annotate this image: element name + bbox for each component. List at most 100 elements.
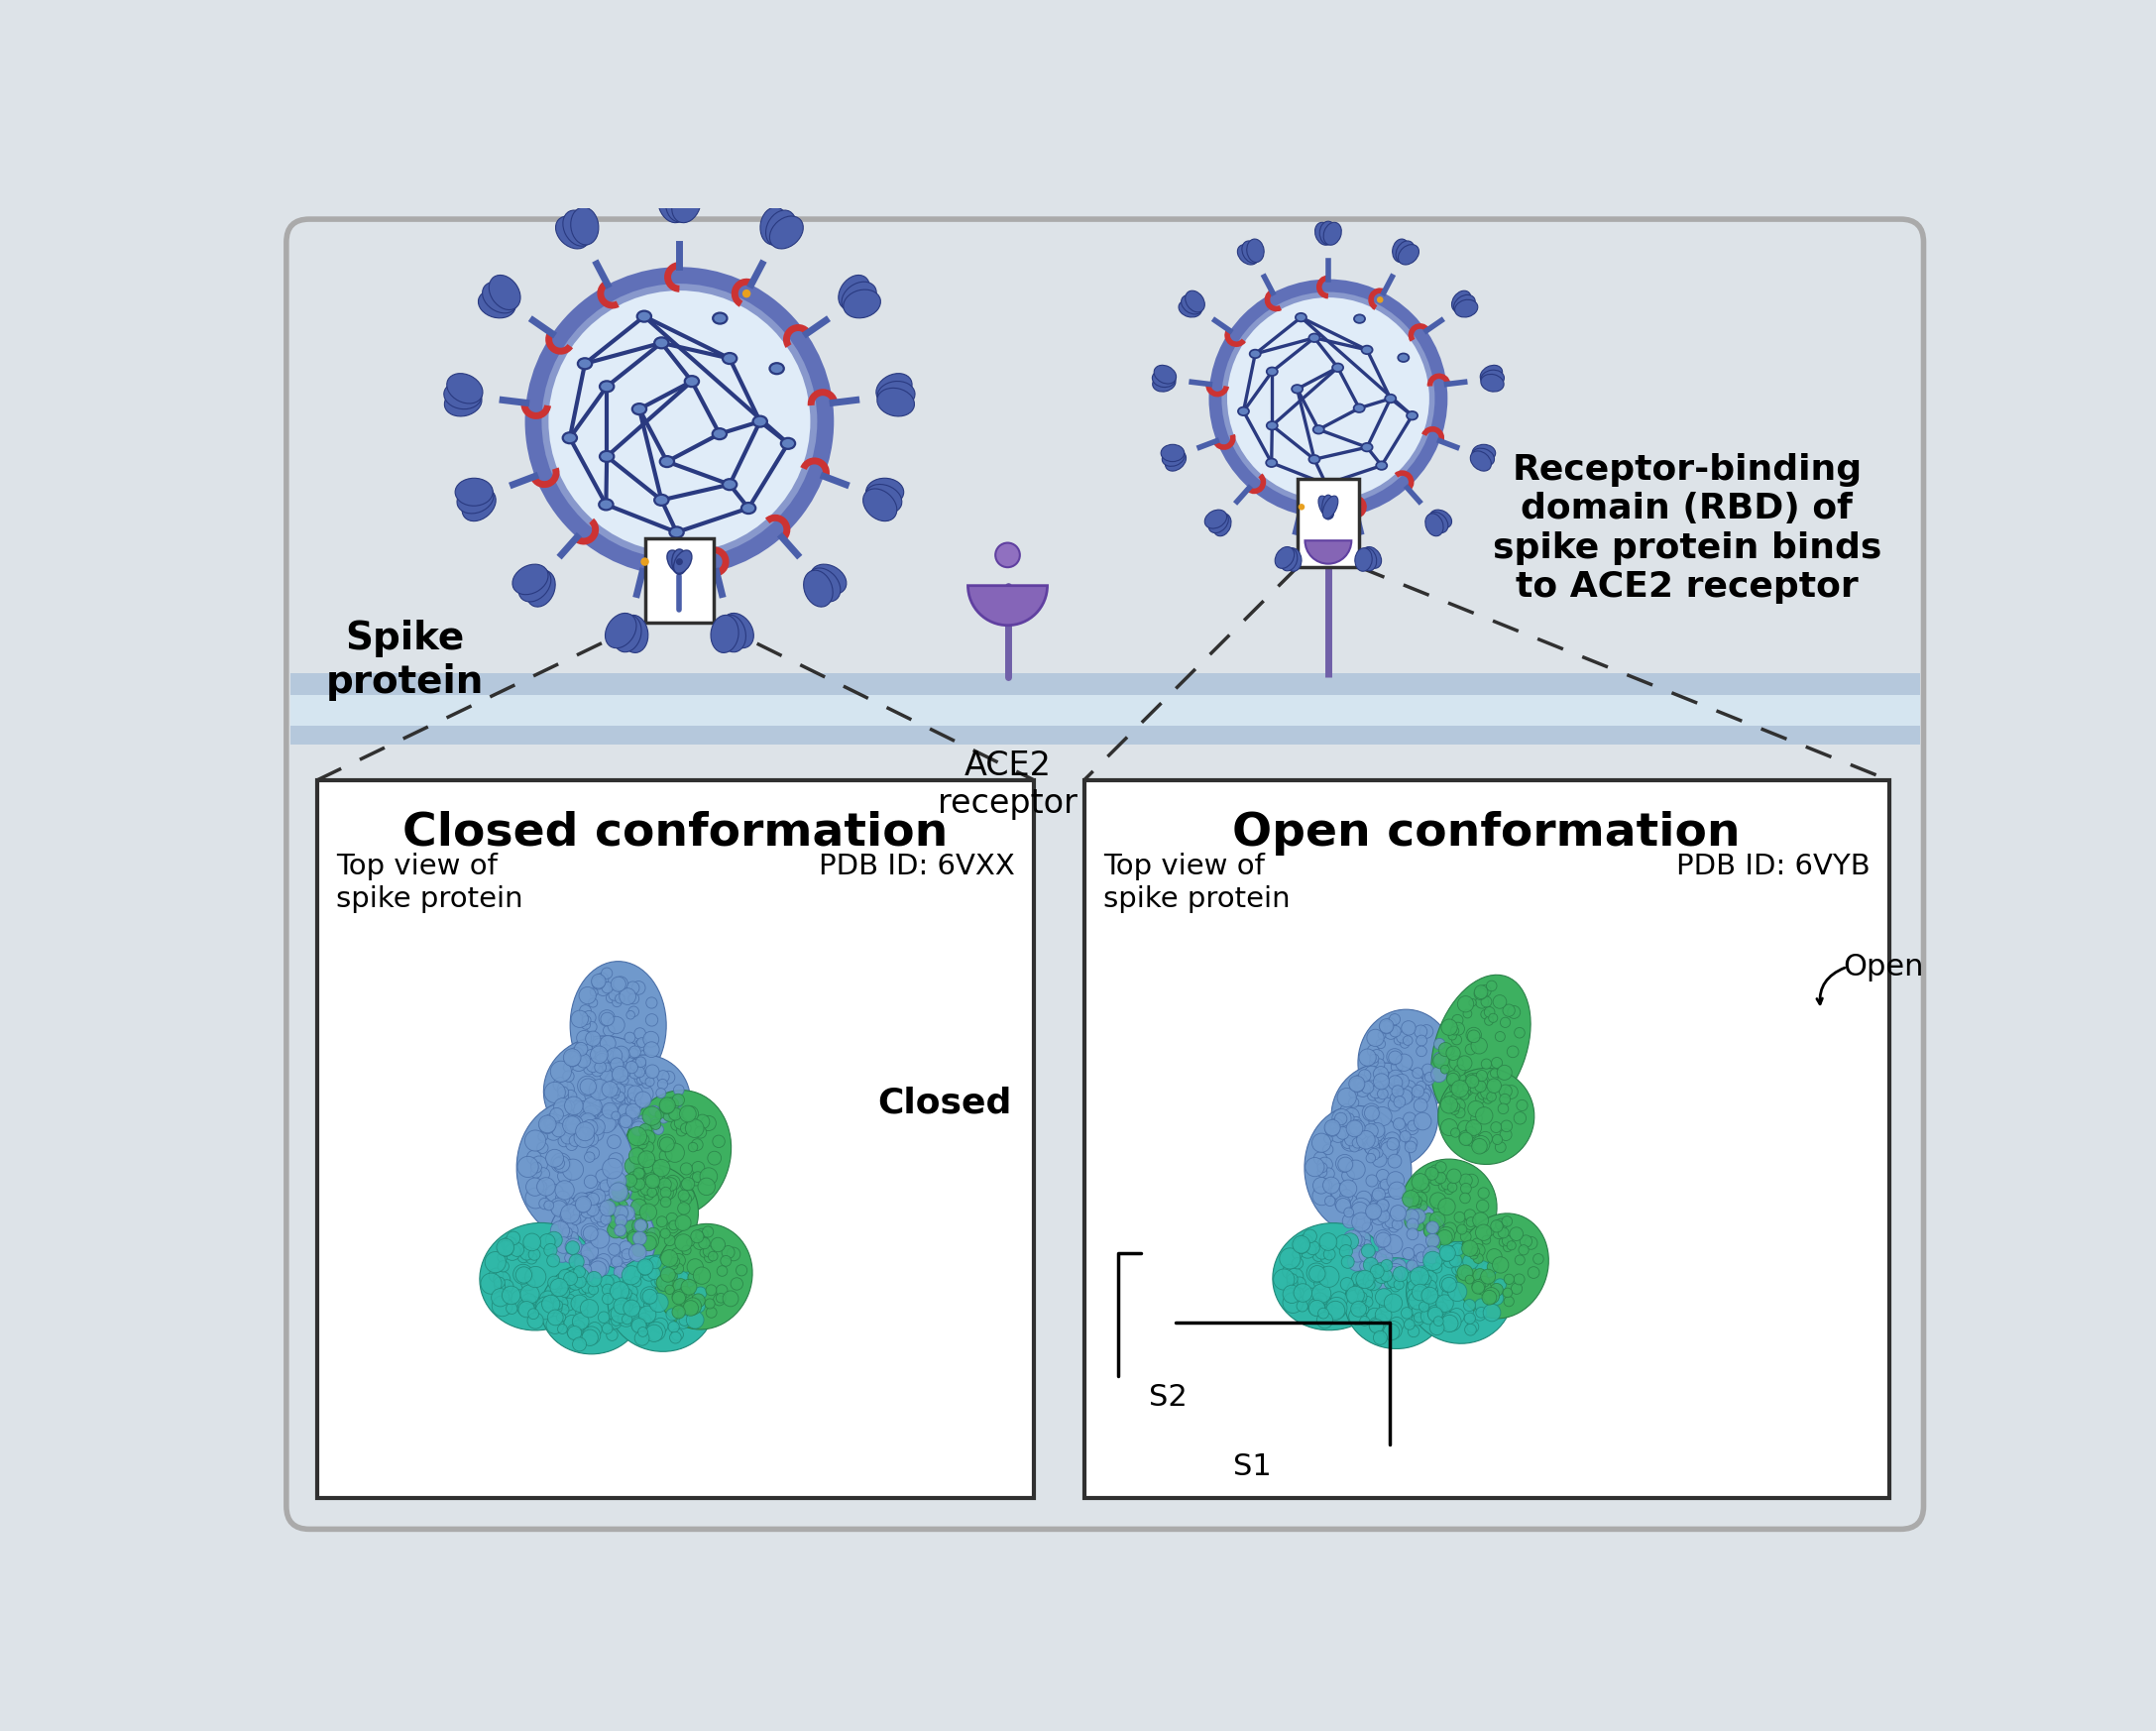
Circle shape xyxy=(591,1193,602,1205)
Circle shape xyxy=(1488,1092,1496,1101)
Circle shape xyxy=(627,1006,638,1016)
Circle shape xyxy=(1367,1153,1376,1163)
Circle shape xyxy=(1363,1103,1380,1122)
Circle shape xyxy=(1388,1317,1404,1331)
Circle shape xyxy=(1490,1068,1498,1078)
Circle shape xyxy=(558,1269,573,1283)
Circle shape xyxy=(1352,1302,1367,1317)
Circle shape xyxy=(1391,1094,1399,1103)
Circle shape xyxy=(1388,1182,1406,1200)
Circle shape xyxy=(1309,1265,1326,1283)
Circle shape xyxy=(1501,1120,1511,1132)
Circle shape xyxy=(632,1122,647,1136)
Circle shape xyxy=(595,1052,608,1066)
Circle shape xyxy=(1468,1080,1483,1094)
Circle shape xyxy=(565,1115,584,1134)
Circle shape xyxy=(580,1300,599,1317)
Ellipse shape xyxy=(1238,244,1259,265)
Text: Closed conformation: Closed conformation xyxy=(403,810,949,855)
Circle shape xyxy=(554,1106,573,1127)
Circle shape xyxy=(1345,1286,1365,1303)
Circle shape xyxy=(1315,1246,1328,1258)
Circle shape xyxy=(1382,1084,1397,1097)
Circle shape xyxy=(1360,1239,1371,1252)
Circle shape xyxy=(1414,1099,1427,1113)
Circle shape xyxy=(1376,1092,1384,1103)
Circle shape xyxy=(1479,1276,1490,1288)
Circle shape xyxy=(681,1177,694,1191)
Circle shape xyxy=(627,1092,638,1104)
Circle shape xyxy=(1524,1236,1537,1250)
Circle shape xyxy=(619,1103,630,1115)
Circle shape xyxy=(610,1316,621,1326)
Circle shape xyxy=(573,1265,584,1277)
Circle shape xyxy=(582,1224,599,1241)
Circle shape xyxy=(589,1118,606,1136)
Ellipse shape xyxy=(612,615,640,653)
Circle shape xyxy=(1376,1265,1384,1274)
Circle shape xyxy=(565,1241,580,1255)
Circle shape xyxy=(550,1220,569,1239)
Circle shape xyxy=(632,1058,642,1068)
Circle shape xyxy=(1468,1030,1479,1042)
Circle shape xyxy=(1457,1056,1473,1070)
Circle shape xyxy=(1498,1103,1509,1115)
Circle shape xyxy=(1339,1245,1352,1258)
Circle shape xyxy=(498,1241,513,1257)
Circle shape xyxy=(630,1066,642,1078)
Circle shape xyxy=(1371,1203,1384,1217)
Circle shape xyxy=(582,1329,597,1345)
Circle shape xyxy=(649,1293,668,1312)
Circle shape xyxy=(608,1222,623,1238)
Circle shape xyxy=(1440,1245,1455,1262)
Circle shape xyxy=(554,1077,567,1092)
Ellipse shape xyxy=(1406,412,1419,421)
Circle shape xyxy=(608,1215,623,1229)
Circle shape xyxy=(1378,1089,1388,1099)
Circle shape xyxy=(1414,1312,1425,1322)
Circle shape xyxy=(1423,1246,1440,1264)
Circle shape xyxy=(1501,1018,1511,1028)
Circle shape xyxy=(1445,1092,1457,1104)
Circle shape xyxy=(1423,1073,1434,1085)
Circle shape xyxy=(1483,1007,1494,1018)
Circle shape xyxy=(660,1250,677,1267)
Circle shape xyxy=(1354,1281,1369,1295)
Circle shape xyxy=(1473,1279,1485,1293)
Circle shape xyxy=(619,988,636,1004)
Circle shape xyxy=(1466,1321,1479,1333)
Circle shape xyxy=(595,973,608,985)
Circle shape xyxy=(1337,1127,1350,1139)
Circle shape xyxy=(584,1089,599,1103)
Circle shape xyxy=(1485,981,1496,992)
Circle shape xyxy=(524,267,834,576)
Circle shape xyxy=(571,1314,589,1329)
Circle shape xyxy=(582,1120,597,1136)
Circle shape xyxy=(539,1118,556,1134)
Text: ACE2
receptor: ACE2 receptor xyxy=(938,750,1078,820)
Circle shape xyxy=(517,1302,535,1317)
Circle shape xyxy=(599,1200,617,1217)
Circle shape xyxy=(1475,985,1488,999)
Circle shape xyxy=(707,1252,718,1260)
Circle shape xyxy=(714,1293,724,1305)
Circle shape xyxy=(1466,1073,1479,1087)
Circle shape xyxy=(1505,1085,1518,1099)
Circle shape xyxy=(1367,1252,1382,1267)
Circle shape xyxy=(660,1104,671,1115)
Circle shape xyxy=(638,1260,651,1276)
Ellipse shape xyxy=(666,183,694,222)
Text: Closed: Closed xyxy=(877,1087,1011,1120)
Circle shape xyxy=(1322,1252,1332,1264)
Circle shape xyxy=(586,1193,599,1205)
Circle shape xyxy=(1335,1113,1348,1125)
Circle shape xyxy=(515,1267,533,1283)
Circle shape xyxy=(675,1215,690,1231)
Circle shape xyxy=(634,1271,642,1279)
Circle shape xyxy=(627,1232,640,1245)
Ellipse shape xyxy=(1481,370,1505,388)
Circle shape xyxy=(569,1200,589,1220)
Circle shape xyxy=(1350,1127,1360,1137)
Circle shape xyxy=(705,1253,714,1262)
Circle shape xyxy=(1503,1004,1516,1016)
